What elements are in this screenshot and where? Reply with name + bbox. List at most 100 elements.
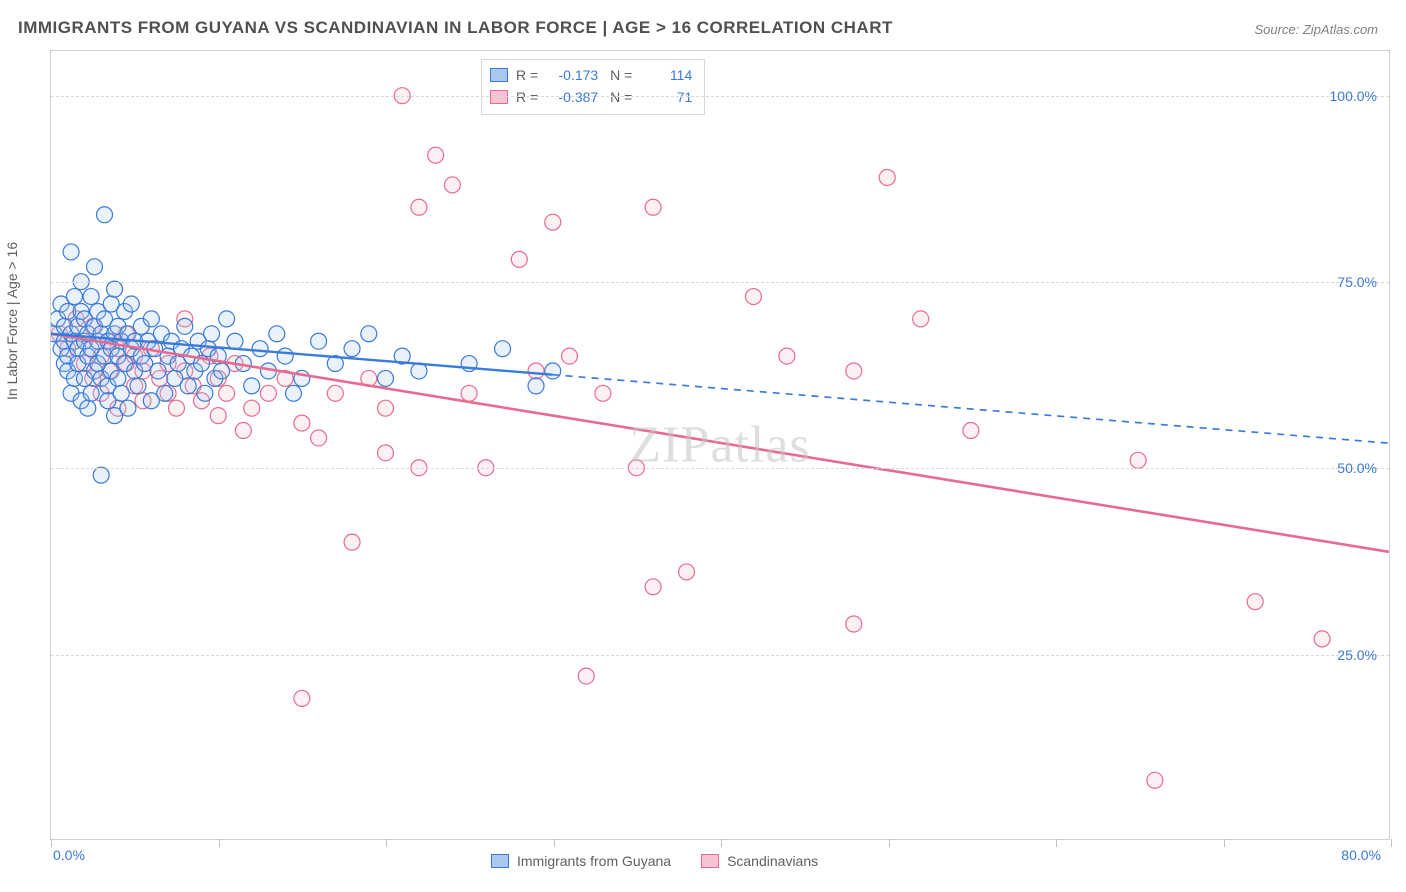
data-point bbox=[311, 430, 327, 446]
data-point bbox=[679, 564, 695, 580]
swatch-scandinavian bbox=[490, 90, 508, 104]
data-point bbox=[444, 177, 460, 193]
data-point bbox=[210, 408, 226, 424]
data-point bbox=[83, 385, 99, 401]
data-point bbox=[1130, 452, 1146, 468]
x-tick bbox=[219, 839, 220, 847]
data-point bbox=[269, 326, 285, 342]
scatter-svg bbox=[51, 51, 1389, 840]
x-tick bbox=[386, 839, 387, 847]
data-point bbox=[745, 289, 761, 305]
y-tick-label: 100.0% bbox=[1330, 88, 1377, 104]
y-tick-label: 25.0% bbox=[1337, 647, 1377, 663]
stats-row-scandinavian: R = -0.387 N = 71 bbox=[490, 86, 692, 108]
data-point bbox=[311, 333, 327, 349]
data-point bbox=[846, 616, 862, 632]
data-point bbox=[244, 378, 260, 394]
x-tick bbox=[554, 839, 555, 847]
data-point bbox=[235, 423, 251, 439]
gridline-h bbox=[51, 655, 1389, 656]
data-point bbox=[197, 385, 213, 401]
data-point bbox=[130, 378, 146, 394]
y-tick-label: 50.0% bbox=[1337, 460, 1377, 476]
data-point bbox=[123, 296, 139, 312]
data-point bbox=[561, 348, 577, 364]
legend-swatch-scandinavian bbox=[701, 854, 719, 868]
data-point bbox=[120, 400, 136, 416]
legend-label-guyana: Immigrants from Guyana bbox=[517, 853, 671, 869]
stat-r-value-scandinavian: -0.387 bbox=[546, 89, 598, 105]
x-axis-end-label: 80.0% bbox=[1341, 847, 1381, 863]
data-point bbox=[378, 445, 394, 461]
data-point bbox=[495, 341, 511, 357]
data-point bbox=[361, 326, 377, 342]
plot-area: ZIPatlas R = -0.173 N = 114 R = -0.387 N… bbox=[50, 50, 1390, 840]
stat-n-value-guyana: 114 bbox=[640, 67, 692, 83]
data-point bbox=[879, 170, 895, 186]
chart-title: IMMIGRANTS FROM GUYANA VS SCANDINAVIAN I… bbox=[18, 18, 893, 38]
data-point bbox=[107, 281, 123, 297]
data-point bbox=[227, 333, 243, 349]
data-point bbox=[177, 318, 193, 334]
data-point bbox=[294, 690, 310, 706]
data-point bbox=[645, 199, 661, 215]
data-point bbox=[204, 326, 220, 342]
data-point bbox=[214, 363, 230, 379]
y-tick-label: 75.0% bbox=[1337, 274, 1377, 290]
data-point bbox=[846, 363, 862, 379]
data-point bbox=[110, 370, 126, 386]
stat-r-label: R = bbox=[516, 89, 538, 105]
data-point bbox=[378, 400, 394, 416]
legend-swatch-guyana bbox=[491, 854, 509, 868]
x-tick bbox=[1224, 839, 1225, 847]
legend-label-scandinavian: Scandinavians bbox=[727, 853, 818, 869]
data-point bbox=[595, 385, 611, 401]
legend-item-scandinavian: Scandinavians bbox=[701, 853, 818, 869]
data-point bbox=[244, 400, 260, 416]
source-label: Source: ZipAtlas.com bbox=[1254, 22, 1378, 37]
data-point bbox=[344, 534, 360, 550]
data-point bbox=[83, 289, 99, 305]
data-point bbox=[1147, 772, 1163, 788]
data-point bbox=[913, 311, 929, 327]
data-point bbox=[528, 363, 544, 379]
data-point bbox=[180, 378, 196, 394]
data-point bbox=[143, 311, 159, 327]
data-point bbox=[963, 423, 979, 439]
legend-item-guyana: Immigrants from Guyana bbox=[491, 853, 671, 869]
data-point bbox=[461, 385, 477, 401]
data-point bbox=[66, 289, 82, 305]
data-point bbox=[97, 207, 113, 223]
stat-n-label: N = bbox=[606, 89, 632, 105]
x-tick bbox=[721, 839, 722, 847]
data-point bbox=[327, 385, 343, 401]
data-point bbox=[528, 378, 544, 394]
stat-n-value-scandinavian: 71 bbox=[640, 89, 692, 105]
data-point bbox=[219, 385, 235, 401]
data-point bbox=[150, 363, 166, 379]
data-point bbox=[779, 348, 795, 364]
stats-legend-box: R = -0.173 N = 114 R = -0.387 N = 71 bbox=[481, 59, 705, 115]
gridline-h bbox=[51, 282, 1389, 283]
data-point bbox=[378, 370, 394, 386]
data-point bbox=[344, 341, 360, 357]
trend-line-scandinavian bbox=[51, 334, 1389, 552]
bottom-legend: Immigrants from Guyana Scandinavians bbox=[491, 853, 818, 869]
x-axis-start-label: 0.0% bbox=[53, 847, 85, 863]
data-point bbox=[545, 363, 561, 379]
stat-n-label: N = bbox=[606, 67, 632, 83]
data-point bbox=[428, 147, 444, 163]
data-point bbox=[219, 311, 235, 327]
stat-r-value-guyana: -0.173 bbox=[546, 67, 598, 83]
data-point bbox=[545, 214, 561, 230]
data-point bbox=[86, 259, 102, 275]
x-tick bbox=[51, 839, 52, 847]
gridline-h bbox=[51, 96, 1389, 97]
data-point bbox=[63, 244, 79, 260]
data-point bbox=[411, 199, 427, 215]
data-point bbox=[80, 400, 96, 416]
swatch-guyana bbox=[490, 68, 508, 82]
data-point bbox=[260, 385, 276, 401]
y-axis-label: In Labor Force | Age > 16 bbox=[4, 242, 20, 400]
data-point bbox=[93, 467, 109, 483]
